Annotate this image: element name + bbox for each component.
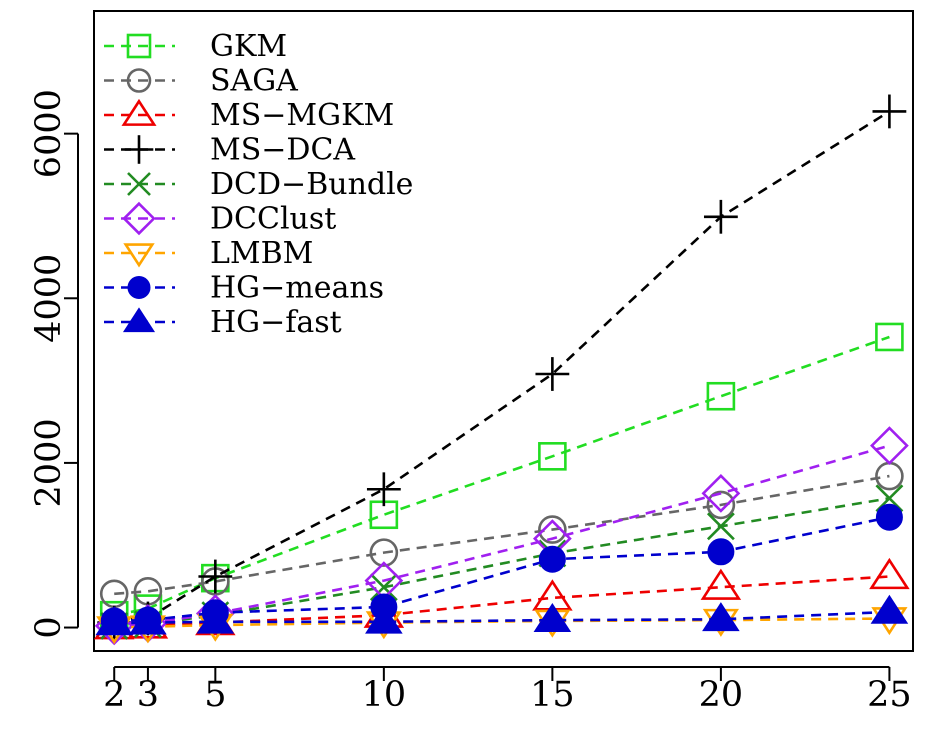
data-point: [538, 442, 567, 471]
series-line: [114, 617, 890, 629]
legend-label: SAGA: [210, 64, 298, 99]
data-point: [875, 322, 904, 352]
series-line: [114, 497, 890, 628]
data-point: [533, 602, 572, 633]
data-point: [703, 199, 738, 234]
data-point: [701, 473, 741, 513]
legend-label: MS−DCA: [210, 133, 355, 168]
plot-frame: [93, 10, 914, 652]
x-tick-label: 3: [137, 675, 159, 715]
y-tick-label: 0: [29, 616, 69, 638]
data-point: [702, 602, 740, 632]
data-point: [538, 515, 567, 544]
data-point: [129, 605, 167, 635]
series-line: [114, 444, 890, 628]
legend-label: GKM: [210, 29, 287, 64]
x-tick-label: 2: [103, 675, 125, 715]
data-point: [365, 604, 403, 634]
data-point: [535, 357, 570, 391]
data-point: [95, 606, 134, 636]
legend-label: LMBM: [210, 236, 313, 271]
series-saga: [99, 461, 904, 609]
legend-label: DCD−Bundle: [210, 167, 413, 202]
series-line: [114, 575, 890, 629]
data-point: [369, 573, 398, 602]
legend-label: HG−fast: [210, 305, 342, 340]
legend-marker: [121, 98, 157, 126]
legend-entry: SAGA: [104, 64, 298, 99]
legend-marker: [126, 68, 152, 93]
y-tick-label: 4000: [29, 254, 69, 343]
legend-label: HG−means: [210, 271, 384, 306]
series-layer: [93, 94, 910, 646]
series-line: [114, 474, 890, 596]
data-point: [706, 381, 736, 411]
legend-entry: HG−means: [104, 271, 384, 306]
x-tick-label: 20: [699, 675, 744, 715]
legend-entry: HG−fast: [104, 305, 342, 340]
legend-entry: LMBM: [104, 236, 313, 271]
series-line: [114, 515, 890, 623]
legend-entry: DCClust: [104, 202, 336, 237]
legend-entry: MS−MGKM: [104, 98, 394, 133]
x-tick-label: 15: [530, 675, 575, 715]
legend: GKMSAGAMS−MGKMMS−DCADCD−BundleDCClustLMB…: [104, 29, 413, 340]
data-point: [700, 568, 742, 600]
legend-entry: MS−DCA: [104, 133, 355, 168]
x-tick-label: 5: [204, 675, 226, 715]
legend-marker: [122, 307, 156, 333]
legend-marker: [126, 33, 152, 59]
legend-marker: [123, 243, 155, 268]
legend-entry: DCD−Bundle: [104, 167, 413, 202]
data-point: [196, 604, 235, 634]
data-point: [869, 557, 910, 590]
data-point: [198, 559, 233, 594]
legend-marker: [122, 201, 156, 236]
y-tick-label: 2000: [29, 418, 69, 507]
series-hg-fast: [95, 594, 909, 636]
data-point: [707, 538, 735, 566]
legend-label: MS−MGKM: [210, 98, 394, 133]
data-point: [875, 503, 903, 531]
data-point: [706, 512, 735, 541]
data-point: [706, 490, 736, 520]
data-point: [538, 545, 566, 573]
legend-entry: GKM: [104, 29, 287, 64]
data-point: [366, 472, 401, 507]
x-tick-label: 25: [867, 675, 912, 715]
legend-marker: [127, 172, 151, 196]
legend-marker: [124, 135, 154, 164]
data-point: [872, 94, 907, 129]
legend-label: DCClust: [210, 202, 336, 237]
legend-marker: [127, 276, 151, 299]
data-point: [870, 426, 909, 466]
data-point: [870, 594, 909, 624]
x-tick-label: 10: [362, 675, 407, 715]
data-point: [369, 538, 399, 567]
y-tick-label: 6000: [29, 89, 69, 178]
axes: 0 2000 4000 6000 2 3 5 10 15 20 25: [29, 89, 912, 715]
